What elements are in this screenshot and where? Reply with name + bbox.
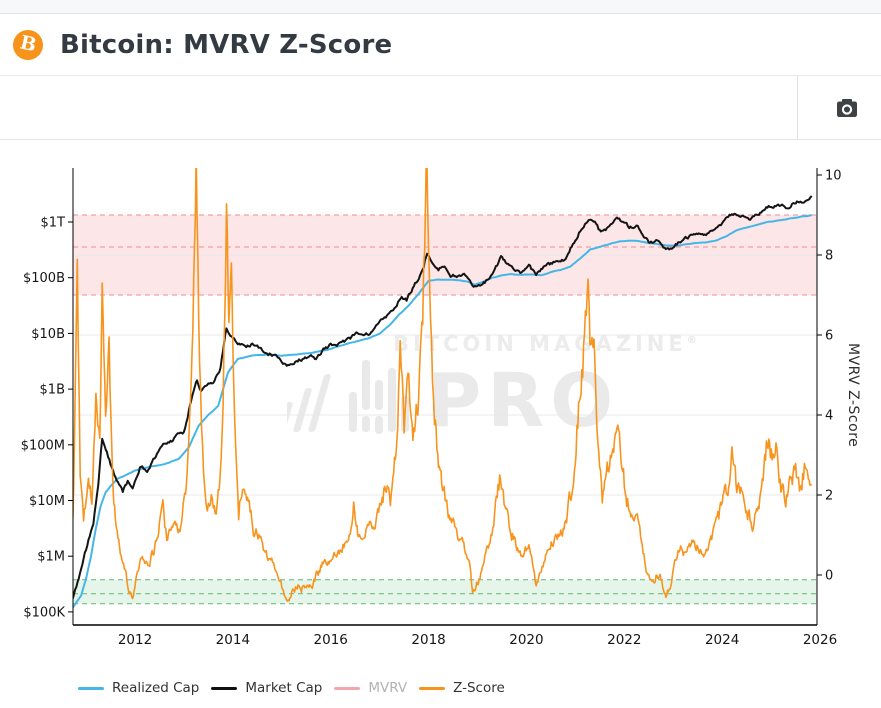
right-axis-title: MVRV Z-Score: [845, 343, 861, 448]
right-axis-label: 4: [825, 409, 833, 424]
toolbar: [0, 76, 881, 140]
legend-swatch: [211, 686, 238, 690]
page-title: Bitcoin: MVRV Z-Score: [60, 29, 393, 60]
top-strip: [0, 0, 881, 14]
series-realized-cap[interactable]: [73, 214, 812, 608]
right-axis-label: 0: [825, 569, 833, 584]
toolbar-divider: [797, 76, 798, 139]
legend-item-realized-cap[interactable]: Realized Cap: [78, 680, 199, 696]
watermark: BITCOIN MAGAZINE®: [287, 332, 697, 438]
left-axis-label: $1B: [40, 383, 65, 398]
legend-label: Z-Score: [453, 680, 505, 696]
left-axis-label: $100B: [23, 271, 65, 286]
legend-swatch: [78, 686, 104, 690]
x-axis-label: 2026: [803, 632, 837, 648]
registered-mark: ®: [686, 335, 697, 346]
right-axis-label: 6: [825, 329, 833, 344]
legend-item-mvrv[interactable]: MVRV: [334, 680, 407, 696]
x-axis-label: 2012: [118, 632, 152, 648]
series-market-cap[interactable]: [73, 195, 813, 599]
series-z-score[interactable]: [73, 140, 812, 602]
x-axis-label: 2016: [314, 632, 348, 648]
chart-canvas[interactable]: BITCOIN MAGAZINE®: [0, 140, 881, 708]
left-axis-label: $10M: [29, 494, 65, 509]
right-axis-label: 8: [825, 249, 833, 264]
left-axis-label: $1T: [41, 216, 66, 231]
left-axis-label: $100K: [23, 605, 65, 620]
legend-label: Realized Cap: [112, 680, 200, 696]
x-axis-label: 2018: [411, 632, 445, 648]
right-axis-label: 2: [825, 489, 833, 504]
left-axis-label: $1M: [37, 550, 65, 565]
mvrv-zscore-chart[interactable]: $1T $100B $10B $1B $100M $10M $1M $100K 0 2 4 6 8 10 2…: [0, 140, 881, 708]
legend-label: Market Cap: [245, 680, 323, 696]
x-axis-label: 2022: [607, 632, 641, 648]
x-axis-label: 2024: [705, 632, 739, 648]
legend-item-z-score[interactable]: Z-Score: [419, 680, 505, 696]
legend-label: MVRV: [368, 680, 408, 696]
left-axis-label: $10B: [31, 327, 65, 342]
bitcoin-logo-icon: B: [13, 29, 43, 60]
watermark-brand: BITCOIN MAGAZINE®: [393, 332, 697, 356]
right-axis-label: 10: [825, 169, 842, 184]
legend-item-market-cap[interactable]: Market Cap: [211, 680, 322, 696]
x-axis-label: 2014: [216, 632, 250, 648]
bitcoin-b-glyph: B: [17, 31, 39, 57]
legend-swatch: [419, 686, 446, 690]
left-axis-label: $100M: [21, 438, 65, 453]
title-bar: B Bitcoin: MVRV Z-Score: [0, 14, 881, 76]
undervalued-band: [73, 579, 817, 604]
legend-swatch: [334, 686, 361, 690]
legend: Realized Cap Market Cap MVRV Z-Score: [78, 680, 505, 696]
camera-icon: [837, 98, 857, 117]
camera-button[interactable]: [829, 90, 865, 126]
x-axis-label: 2020: [509, 632, 543, 648]
